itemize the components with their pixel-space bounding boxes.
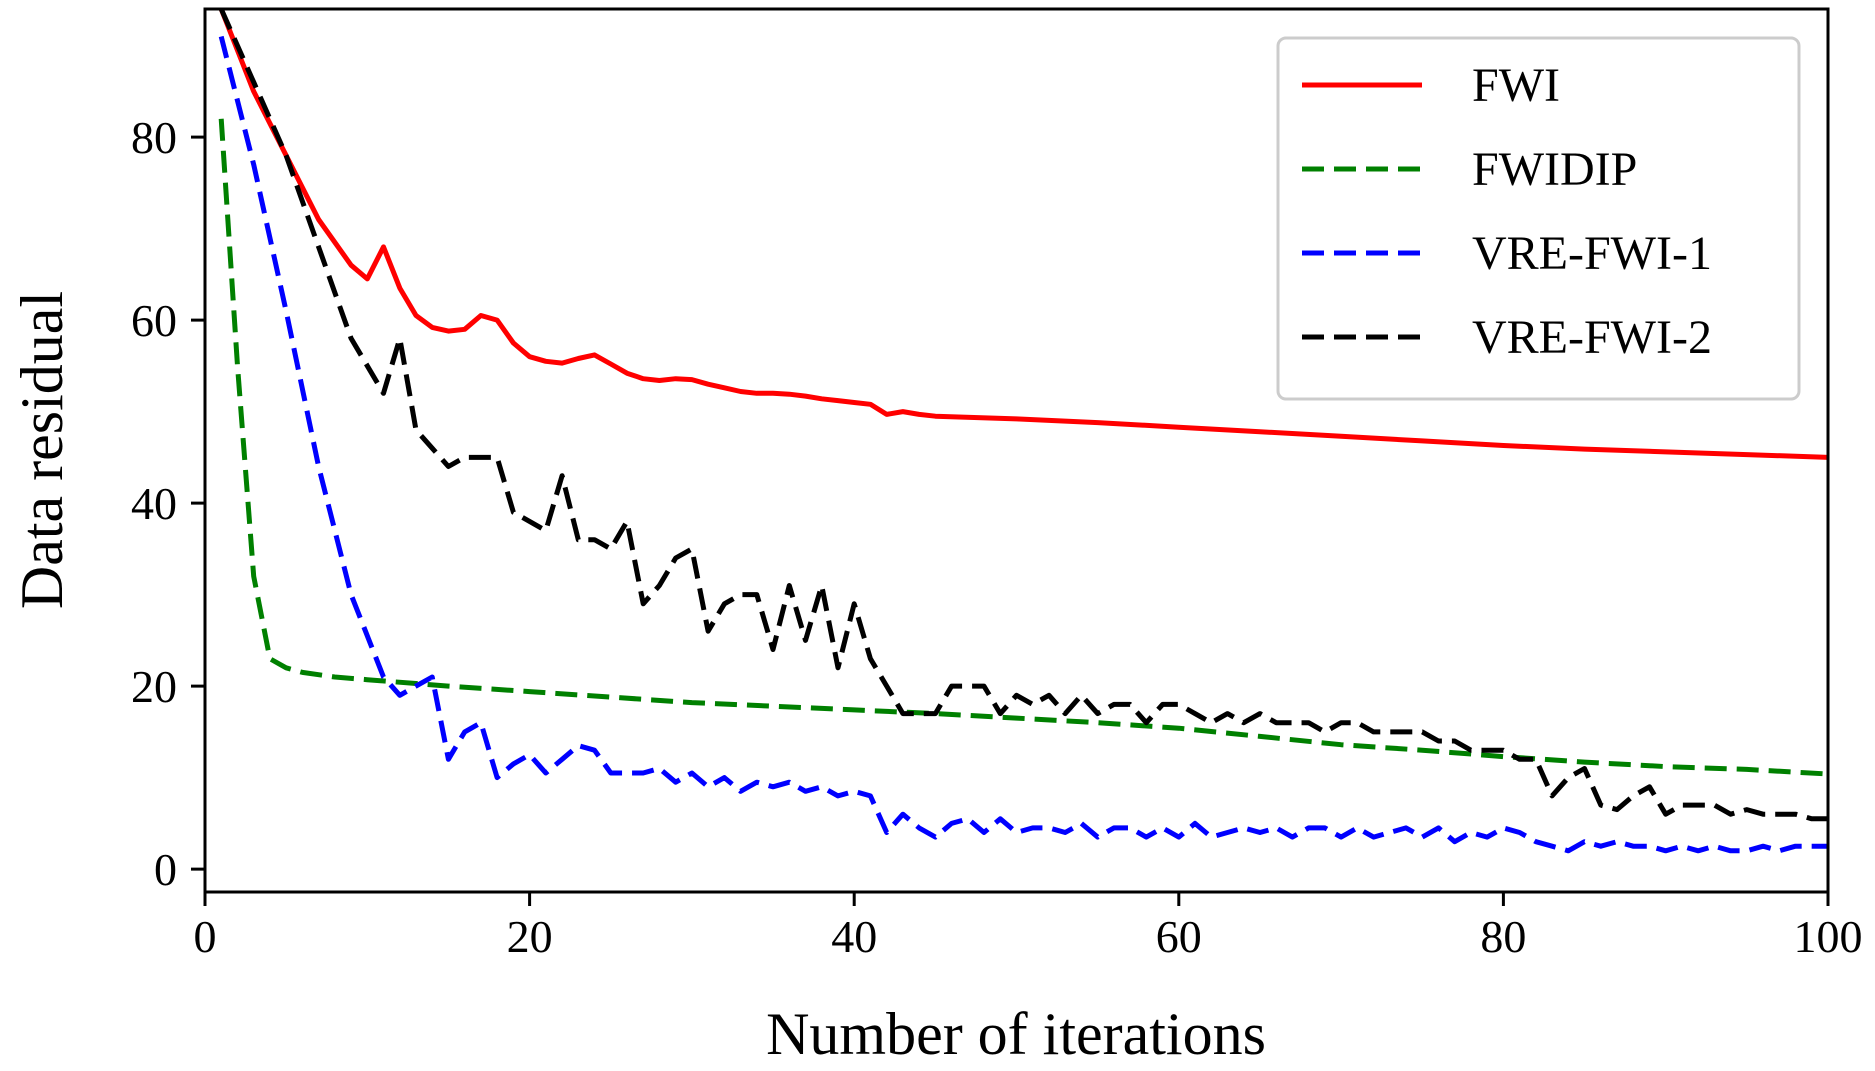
legend-label-fwi: FWI [1472, 59, 1560, 112]
y-tick-label: 20 [131, 661, 177, 712]
y-tick-label: 0 [154, 844, 177, 895]
legend-box [1276, 36, 1801, 401]
y-axis-ticks: 0 20 40 60 80 [131, 112, 205, 895]
legend: FWI FWIDIP VRE-FWI-1 VRE-FWI-2 [1276, 36, 1801, 401]
legend-label-vre-fwi-2: VRE-FWI-2 [1472, 311, 1712, 364]
x-axis-title: Number of iterations [766, 1001, 1266, 1067]
series-layer [218, 7, 1829, 854]
x-tick-label: 100 [1794, 911, 1863, 962]
y-axis-title: Data residual [9, 291, 75, 609]
x-tick-label: 0 [194, 911, 217, 962]
x-tick-label: 80 [1480, 911, 1526, 962]
y-tick-label: 80 [131, 112, 177, 163]
series-line-fwi [218, 8, 1829, 460]
plot-frame [203, 7, 1830, 894]
x-tick-label: 20 [507, 911, 553, 962]
y-tick-label: 60 [131, 295, 177, 346]
legend-label-fwidip: FWIDIP [1472, 143, 1637, 196]
series-line-fwidip [218, 118, 1829, 777]
x-tick-label: 40 [831, 911, 877, 962]
series-line-vre-fwi-1 [218, 35, 1828, 854]
legend-label-vre-fwi-1: VRE-FWI-1 [1472, 227, 1712, 280]
y-tick-label: 40 [131, 478, 177, 529]
series-line-vre-fwi-2 [218, 7, 1828, 822]
x-axis-ticks: 0 20 40 60 80 100 [194, 892, 1863, 962]
x-tick-label: 60 [1156, 911, 1202, 962]
